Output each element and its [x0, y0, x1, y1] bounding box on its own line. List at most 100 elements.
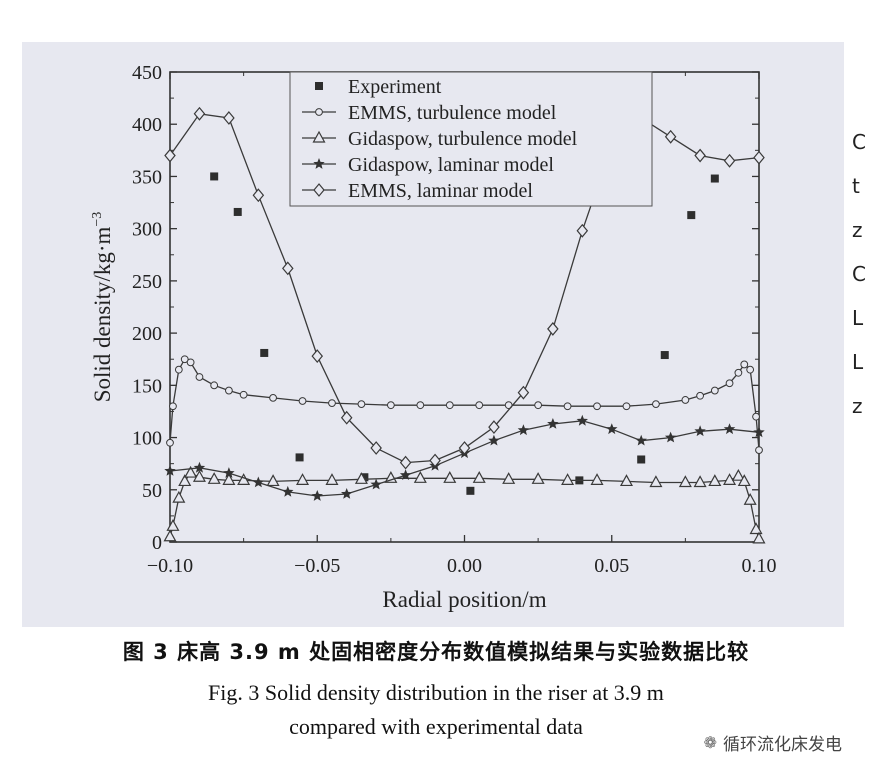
- caption-english-line1: Fig. 3 Solid density distribution in the…: [208, 680, 664, 705]
- legend-marker: [315, 108, 323, 116]
- point-gidaspow-laminar-model: [282, 485, 294, 497]
- cropped-glyph: C: [852, 130, 866, 154]
- point-emms-turbulence-model: [416, 401, 425, 410]
- point-gidaspow-turbulence-model: [237, 473, 251, 485]
- y-tick-label: 350: [132, 166, 162, 188]
- point-gidaspow-turbulence-model: [222, 473, 236, 485]
- point-gidaspow-laminar-model: [635, 434, 647, 446]
- point-emms-laminar-model: [458, 441, 471, 455]
- point-emms-laminar-model: [311, 349, 324, 364]
- point-emms-turbulence-model: [681, 396, 690, 404]
- x-tick-label: 0.10: [742, 555, 777, 577]
- point-gidaspow-turbulence-model: [413, 471, 427, 483]
- chart: 0 50 100 150 200 250 300 350 400 450 −0.10 −0.05 0.0…: [90, 62, 777, 612]
- point-gidaspow-turbulence-model: [472, 471, 486, 483]
- point-gidaspow-laminar-model: [694, 425, 706, 437]
- point-gidaspow-turbulence-model: [296, 473, 310, 485]
- point-emms-turbulence-model: [445, 401, 454, 410]
- point-gidaspow-laminar-model: [164, 465, 176, 476]
- point-emms-turbulence-model: [174, 365, 183, 374]
- point-gidaspow-turbulence-model: [184, 465, 198, 478]
- point-gidaspow-laminar-model: [753, 426, 765, 438]
- point-emms-turbulence-model: [696, 391, 704, 400]
- x-tick-label: 0.05: [594, 555, 629, 577]
- caption-english-line2: compared with experimental data: [289, 714, 583, 739]
- point-emms-turbulence-model: [752, 412, 760, 421]
- point-gidaspow-turbulence-model: [737, 474, 751, 487]
- point-gidaspow-laminar-model: [223, 467, 235, 478]
- point-gidaspow-turbulence-model: [163, 529, 177, 542]
- point-experiment: [295, 453, 304, 462]
- point-gidaspow-turbulence-model: [619, 474, 633, 487]
- y-tick-label: 400: [132, 114, 162, 136]
- legend-label: EMMS, laminar model: [348, 180, 533, 202]
- legend-marker: [312, 130, 326, 143]
- point-gidaspow-laminar-model: [576, 414, 588, 426]
- legend-marker: [313, 158, 325, 169]
- cropped-glyph: t: [852, 174, 860, 198]
- point-emms-laminar-model: [576, 223, 589, 238]
- point-experiment: [260, 348, 269, 357]
- point-gidaspow-laminar-model: [488, 434, 500, 446]
- y-tick-label: 50: [142, 480, 162, 502]
- point-emms-turbulence-model: [622, 402, 631, 411]
- point-gidaspow-turbulence-model: [743, 492, 757, 505]
- y-tick-label: 0: [152, 532, 162, 554]
- point-emms-laminar-model: [517, 385, 530, 400]
- point-gidaspow-laminar-model: [370, 478, 382, 490]
- point-emms-turbulence-model: [386, 401, 395, 410]
- point-experiment: [660, 351, 669, 360]
- point-emms-laminar-model: [193, 106, 206, 121]
- point-gidaspow-turbulence-model: [678, 475, 692, 488]
- point-emms-turbulence-model: [563, 402, 572, 411]
- point-emms-turbulence-model: [225, 386, 233, 395]
- y-tick-label: 100: [132, 428, 162, 450]
- point-gidaspow-turbulence-model: [723, 473, 737, 485]
- point-gidaspow-turbulence-model: [166, 519, 180, 531]
- y-axis-label: Solid density/kg·m−3: [90, 212, 115, 403]
- legend-label: Gidaspow, laminar model: [348, 154, 554, 176]
- legend-box: [289, 71, 653, 207]
- point-gidaspow-turbulence-model: [172, 490, 186, 503]
- cropped-glyph: L: [852, 306, 864, 330]
- point-gidaspow-turbulence-model: [731, 468, 745, 481]
- point-gidaspow-turbulence-model: [266, 474, 280, 487]
- legend-marker: [315, 82, 323, 90]
- point-emms-turbulence-model: [328, 399, 336, 407]
- wechat-icon: ❁: [703, 733, 717, 752]
- point-gidaspow-turbulence-model: [384, 471, 398, 483]
- point-gidaspow-laminar-model: [547, 418, 559, 429]
- y-axis-label-exponent: −3: [90, 212, 105, 227]
- point-experiment: [637, 455, 646, 464]
- point-emms-turbulence-model: [755, 446, 763, 454]
- x-tick-label: −0.05: [294, 555, 340, 577]
- point-gidaspow-turbulence-model: [354, 472, 368, 484]
- point-gidaspow-laminar-model: [341, 488, 353, 499]
- watermark-text: 循环流化床发电: [723, 735, 842, 755]
- x-tick-label: −0.10: [147, 555, 193, 577]
- x-tick-label: 0.00: [447, 555, 482, 577]
- point-gidaspow-turbulence-model: [708, 474, 722, 487]
- point-emms-laminar-model: [753, 150, 765, 165]
- point-emms-laminar-model: [664, 129, 677, 144]
- point-gidaspow-turbulence-model: [207, 472, 221, 484]
- point-emms-laminar-model: [370, 441, 382, 455]
- point-emms-laminar-model: [723, 153, 736, 168]
- legend-label: Gidaspow, turbulence model: [348, 128, 578, 150]
- point-gidaspow-laminar-model: [606, 423, 618, 435]
- point-emms-laminar-model: [282, 261, 294, 276]
- point-emms-turbulence-model: [734, 368, 743, 377]
- point-gidaspow-turbulence-model: [749, 522, 763, 535]
- cropped-glyph: L: [852, 350, 864, 374]
- point-emms-turbulence-model: [298, 397, 307, 405]
- point-emms-turbulence-model: [166, 438, 174, 447]
- point-gidaspow-turbulence-model: [325, 473, 339, 485]
- point-emms-turbulence-model: [269, 393, 277, 402]
- legend-marker: [313, 183, 325, 197]
- point-emms-laminar-model: [488, 420, 500, 435]
- point-emms-laminar-model: [399, 455, 412, 470]
- point-gidaspow-laminar-model: [311, 490, 323, 501]
- point-gidaspow-laminar-model: [399, 469, 412, 480]
- point-emms-laminar-model: [694, 148, 706, 163]
